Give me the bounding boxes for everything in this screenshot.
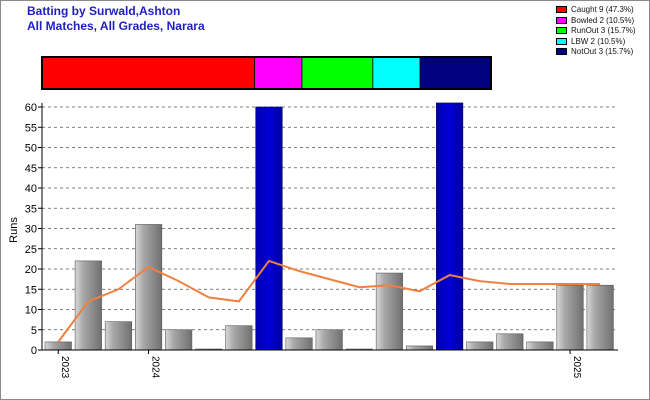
bar-out [556, 284, 584, 351]
y-tick-label: 55 [25, 122, 37, 134]
y-tick-label: 60 [25, 102, 37, 114]
bar-not-out [436, 102, 464, 351]
y-tick-label: 30 [25, 224, 37, 236]
bar-out [74, 260, 102, 351]
y-tick-label: 35 [25, 203, 37, 215]
legend-label-bowled: Bowled 2 (10.5%) [571, 15, 635, 25]
bar-out [466, 341, 494, 351]
y-axis-label: Runs [8, 217, 20, 243]
dismissal-segment-runout [301, 56, 374, 90]
x-tick-label: 2025 [571, 356, 582, 379]
legend-label-lbw: LBW 2 (10.5%) [571, 36, 626, 46]
average-line-group [57, 259, 601, 343]
legend-swatch-notout [556, 48, 567, 55]
y-tick-label: 5 [31, 325, 37, 337]
legend: Caught 9 (47.3%) Bowled 2 (10.5%) RunOut… [556, 5, 648, 58]
chart-title: Batting by Surwald,Ashton [27, 4, 181, 18]
legend-label-caught: Caught 9 (47.3%) [571, 5, 634, 14]
legend-label-notout: NotOut 3 (15.7%) [571, 47, 634, 56]
y-tick-label: 0 [31, 345, 37, 357]
bar-not-out [255, 106, 283, 351]
grid [42, 106, 618, 331]
y-tick-label: 50 [25, 143, 37, 155]
legend-item-lbw: LBW 2 (10.5%) [556, 37, 648, 48]
legend-swatch-caught [556, 6, 567, 13]
chart-subtitle: All Matches, All Grades, Narara [27, 19, 205, 33]
dismissal-bar [41, 56, 492, 90]
bar-out [496, 333, 524, 351]
y-tick-label: 15 [25, 284, 37, 296]
legend-item-caught: Caught 9 (47.3%) [556, 5, 648, 16]
legend-item-notout: NotOut 3 (15.7%) [556, 47, 648, 58]
legend-item-runout: RunOut 3 (15.7%) [556, 26, 648, 37]
dismissal-bar-border [41, 56, 492, 90]
y-tick-label: 40 [25, 183, 37, 195]
legend-swatch-bowled [556, 16, 567, 24]
y-tick-label: 20 [25, 264, 37, 276]
bar-out [405, 345, 434, 351]
dismissal-segment-caught [41, 56, 256, 90]
legend-swatch-runout [556, 27, 567, 34]
bar-out [285, 337, 313, 351]
legend-swatch-lbw [556, 37, 567, 45]
bar-out [586, 284, 614, 351]
dismissal-segment-lbw [372, 56, 421, 90]
average-line [57, 259, 601, 343]
bar-out [135, 224, 163, 351]
bar-out [104, 321, 133, 351]
x-tick-label: 2024 [150, 356, 161, 379]
bar-out [165, 329, 193, 351]
bar-out [225, 325, 253, 351]
y-tick-label: 10 [25, 305, 37, 317]
legend-item-bowled: Bowled 2 (10.5%) [556, 16, 648, 27]
legend-label-runout: RunOut 3 (15.7%) [571, 26, 636, 35]
y-tick-label: 45 [25, 163, 37, 175]
y-tick-label: 25 [25, 244, 37, 256]
bar-out [526, 341, 554, 351]
dismissal-segment-notout [419, 56, 492, 90]
dismissal-segment-bowled [254, 56, 303, 90]
bar-out [44, 341, 72, 351]
bar-out [315, 329, 343, 351]
bars [44, 102, 614, 351]
x-tick-label: 2023 [59, 356, 70, 379]
